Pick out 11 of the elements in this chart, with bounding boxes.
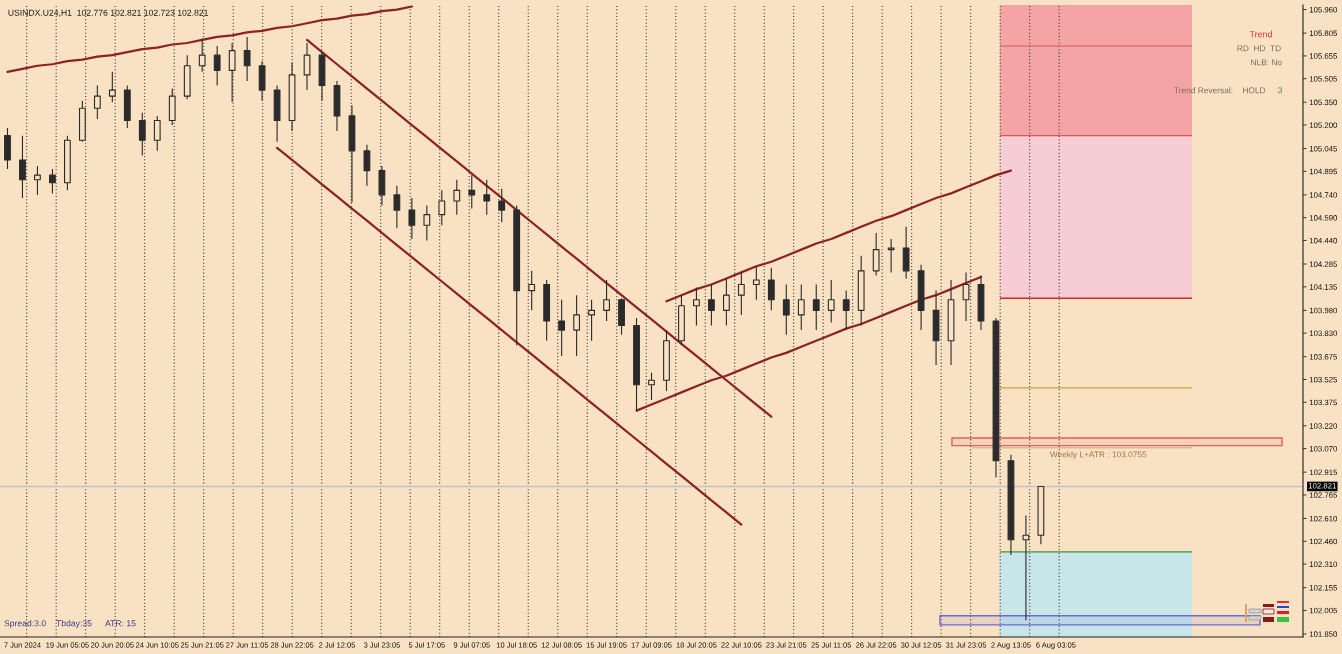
annotation: RD HD TD (1237, 45, 1281, 52)
chart-title: USINDX.U24,H1 102.776 102.821 102.723 102.821 (8, 9, 208, 17)
annotation: HOLD (1243, 87, 1266, 94)
annotation: 3 (1277, 87, 1283, 94)
ref-line-label: Weekly L+ATR : 103.0755 (1049, 451, 1147, 460)
annotation: Trend (1249, 30, 1272, 38)
annotation: ATR: 15 (105, 620, 136, 627)
annotation: Trend Reversal: (1174, 87, 1233, 94)
annotation: Tbday:35 (56, 619, 92, 629)
annotation: NLB: No (1251, 59, 1282, 66)
annotation: Spread:3.0 (4, 619, 46, 629)
